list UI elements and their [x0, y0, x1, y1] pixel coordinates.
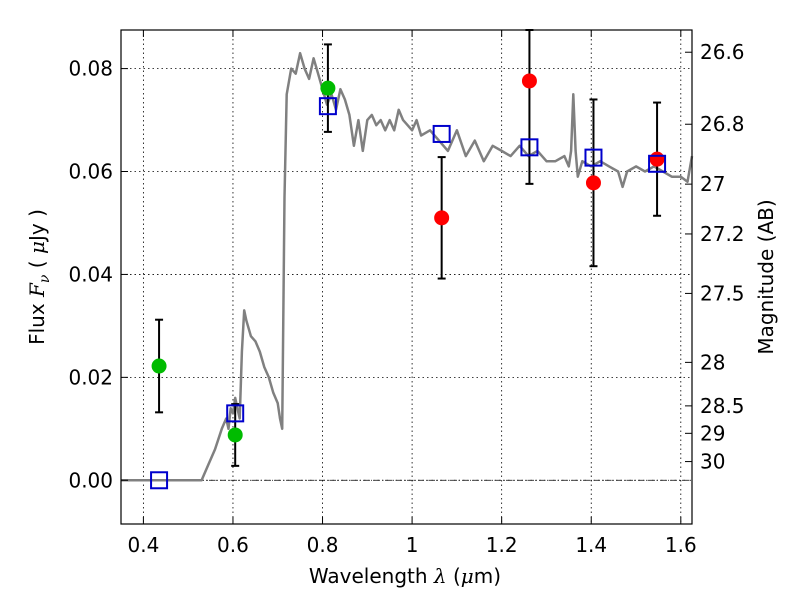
model-square — [226, 404, 245, 423]
model-square — [318, 97, 337, 116]
green-data-point — [151, 358, 167, 374]
mag-tick-label: 27 — [700, 172, 725, 196]
y-tick-label: 0.06 — [68, 160, 113, 184]
axis-ticks: 0.4 0.6 0.8 1 1.2 1.4 1.6 0.00 0.02 0.04 0.06 0.08 2… — [68, 30, 745, 557]
plot-frame — [120, 29, 693, 525]
model-square — [584, 148, 603, 167]
x-tick-label: 1.6 — [665, 533, 697, 557]
x-axis-label: Wavelength λ (μm) — [309, 564, 501, 588]
x-tick-label: 1.4 — [575, 533, 607, 557]
mag-tick-label: 28.5 — [700, 394, 745, 418]
x-tick-label: 1 — [406, 533, 419, 557]
mag-tick-label: 26.8 — [700, 112, 745, 136]
model-square — [150, 471, 169, 490]
x-tick-label: 0.4 — [127, 533, 159, 557]
mag-tick-label: 28 — [700, 350, 725, 374]
model-square — [520, 138, 539, 157]
red-data-point — [521, 73, 537, 89]
x-tick-label: 0.6 — [217, 533, 249, 557]
red-data-point — [649, 151, 665, 167]
mag-tick-label: 26.6 — [700, 40, 745, 64]
y-tick-label: 0.00 — [68, 468, 113, 492]
y-tick-label: 0.04 — [68, 262, 113, 286]
model-square — [648, 154, 667, 173]
y-tick-label: 0.02 — [68, 365, 113, 389]
y-tick-label: 0.08 — [68, 57, 113, 81]
mag-tick-label: 27.2 — [700, 222, 745, 246]
mag-tick-label: 27.5 — [700, 281, 745, 305]
y2-axis-label: Magnitude (AB) — [754, 199, 778, 354]
mag-tick-label: 29 — [700, 421, 725, 445]
green-data-point — [227, 427, 243, 443]
red-data-point — [434, 210, 450, 226]
red-data-point — [585, 175, 601, 191]
model-square — [432, 124, 451, 143]
y-axis-label: Flux Fν ( μJy ) — [25, 209, 53, 345]
mag-tick-label: 30 — [700, 450, 725, 474]
spectrum-line — [121, 51, 694, 482]
grid — [121, 30, 692, 524]
x-tick-label: 0.8 — [307, 533, 339, 557]
x-tick-label: 1.2 — [486, 533, 518, 557]
data-points — [150, 29, 667, 490]
green-data-point — [320, 80, 336, 96]
